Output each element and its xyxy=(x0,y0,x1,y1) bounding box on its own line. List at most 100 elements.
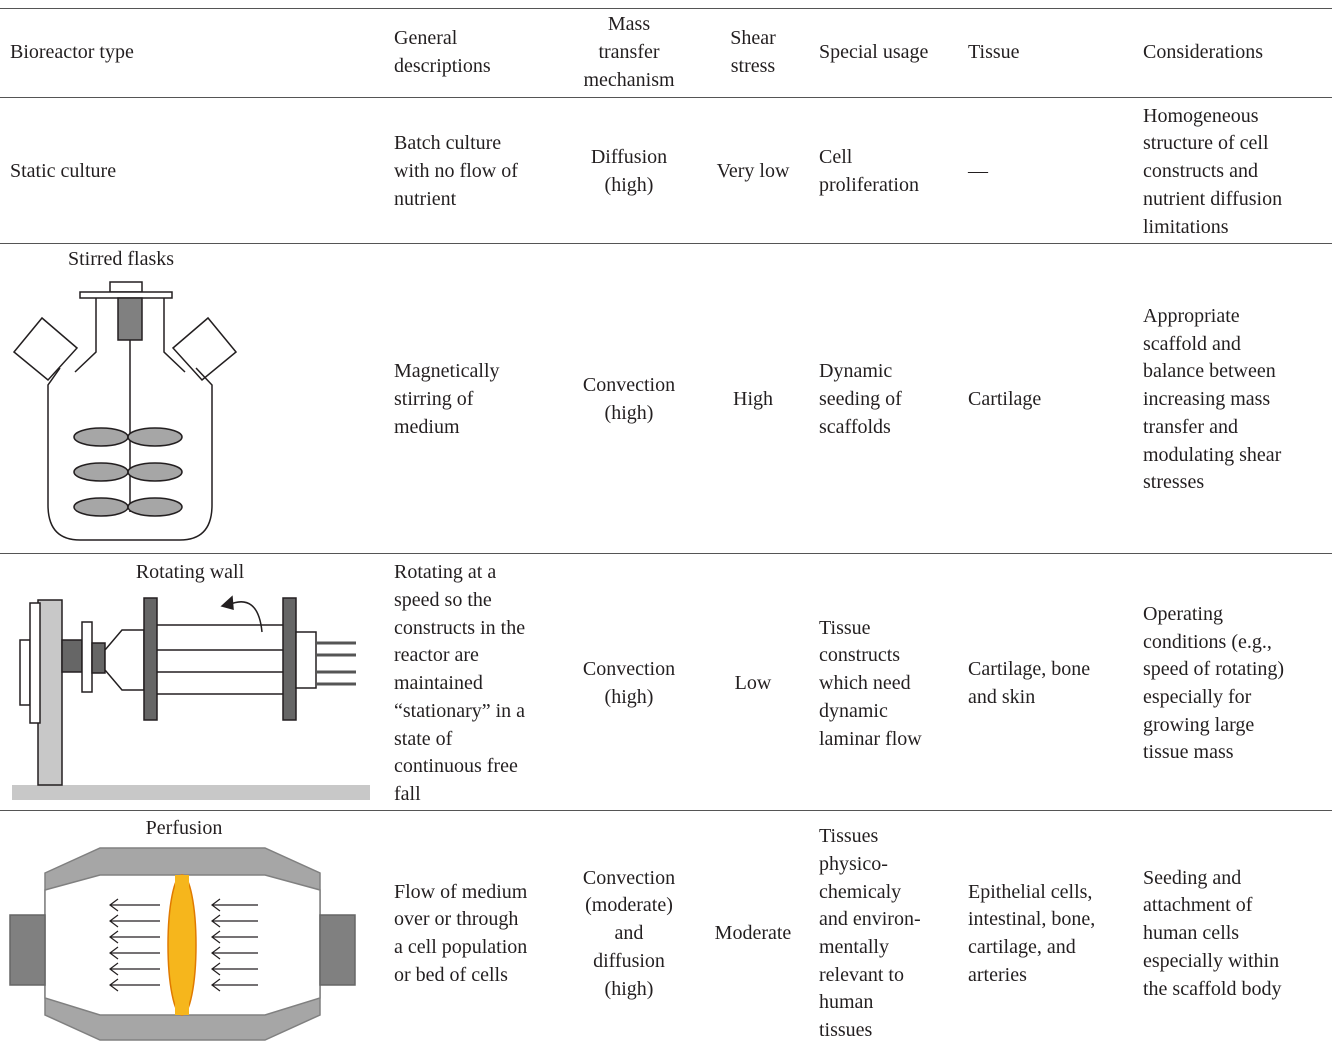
table-cell: Tissues xyxy=(819,825,879,848)
table-cell: Appropriate xyxy=(1143,305,1240,328)
header-cell: Special usage xyxy=(819,41,929,64)
stirred-flask-diagram xyxy=(12,281,238,541)
table-cell: Very low xyxy=(716,160,790,183)
table-cell: and skin xyxy=(968,686,1036,708)
header-cell: Mass xyxy=(607,13,651,36)
table-cell: and xyxy=(614,922,644,945)
table-cell: growing large xyxy=(1143,713,1255,736)
table-cell: Epithelial cells, xyxy=(968,880,1093,903)
table-cell: which need xyxy=(819,672,911,695)
table-cell: (high) xyxy=(604,402,654,424)
table-cell: increasing mass xyxy=(1143,388,1271,411)
rule xyxy=(0,8,1332,9)
table-cell: Diffusion xyxy=(590,146,668,169)
table-cell: nutrient xyxy=(394,187,457,210)
table-cell: Low xyxy=(734,672,772,695)
table-cell: mentally xyxy=(819,936,889,958)
table-cell: conditions (e.g., xyxy=(1143,630,1272,653)
table-cell: constructs xyxy=(819,644,901,667)
table-cell: Convection xyxy=(582,866,676,889)
table-cell: continuous free xyxy=(394,755,518,778)
table-cell: balance between xyxy=(1143,360,1276,383)
rotating-wall-diagram xyxy=(12,595,370,800)
table-cell: over or through xyxy=(394,908,519,931)
table-cell: Magnetically xyxy=(394,360,500,383)
diagrams xyxy=(9,281,370,1041)
diagram-caption: Perfusion xyxy=(145,817,223,840)
table-cell: arteries xyxy=(968,963,1027,986)
table-cell: human cells xyxy=(1143,922,1240,945)
table-cell: physico- xyxy=(819,852,888,875)
table-cell: laminar flow xyxy=(819,727,922,750)
table-cell: especially within xyxy=(1143,949,1280,972)
header-cell: Considerations xyxy=(1143,41,1263,64)
table-cell: seeding of xyxy=(819,388,902,411)
table-cell: Static culture xyxy=(10,160,117,183)
table-cell: constructs in the xyxy=(394,616,526,639)
rule xyxy=(0,810,1332,811)
table-cell: cartilage, and xyxy=(968,936,1076,958)
table-cell: scaffold and xyxy=(1143,332,1241,355)
table-cell: scaffolds xyxy=(819,415,891,438)
table-cell: attachment of xyxy=(1143,894,1253,917)
table-cell: High xyxy=(733,388,773,411)
diagram-caption: Rotating wall xyxy=(135,561,245,584)
table-cell: (moderate) xyxy=(585,894,673,917)
table-cell: and environ- xyxy=(819,908,921,931)
table-cell: stresses xyxy=(1143,471,1205,494)
header-cell: Bioreactor type xyxy=(10,41,134,64)
table-cell: transfer and xyxy=(1143,415,1238,438)
table-cell: Moderate xyxy=(714,922,792,945)
header-cell: Tissue xyxy=(968,41,1020,64)
table-cell: chemicaly xyxy=(819,880,902,903)
table-cell: stirring of xyxy=(394,388,474,411)
header-cell: stress xyxy=(730,55,776,77)
table-cell: with no flow of xyxy=(394,160,518,183)
table-cell: state of xyxy=(394,727,453,750)
perfusion-diagram xyxy=(9,847,356,1041)
header-cell: descriptions xyxy=(394,55,491,77)
table-cell: maintained xyxy=(394,672,483,695)
table-cell: Dynamic xyxy=(819,360,893,383)
rule xyxy=(0,97,1332,98)
table-cell: proliferation xyxy=(819,174,919,196)
table-cell: tissues xyxy=(819,1019,873,1042)
table-cell: nutrient diffusion xyxy=(1143,187,1283,210)
header-cell: Shear xyxy=(730,27,776,50)
table-cell: Seeding and xyxy=(1143,866,1242,889)
table-cell: Tissue xyxy=(819,616,871,639)
table-cell: speed so the xyxy=(394,589,492,612)
table-cell: Homogeneous xyxy=(1143,104,1259,127)
table-cell: structure of cell xyxy=(1143,132,1269,155)
table-cell: the scaffold body xyxy=(1143,977,1282,1000)
header-cell: transfer xyxy=(598,41,660,64)
table-cell: speed of rotating) xyxy=(1143,658,1285,681)
table-cell: relevant to xyxy=(819,963,904,986)
table-cell: limitations xyxy=(1143,215,1229,238)
table-cell: especially for xyxy=(1143,686,1252,708)
rule xyxy=(0,553,1332,554)
table-cell: intestinal, bone, xyxy=(968,908,1096,931)
diagram-caption: Stirred flasks xyxy=(67,248,175,271)
table-cell: Cartilage, bone xyxy=(968,658,1091,681)
table-cell: a cell population xyxy=(394,936,528,958)
table-cell: Rotating at a xyxy=(394,561,497,584)
table-cell: Flow of medium xyxy=(394,880,528,903)
table-cell: Batch culture xyxy=(394,132,502,155)
table-cell: Cartilage xyxy=(968,388,1042,411)
rule xyxy=(0,243,1332,244)
table-cell: (high) xyxy=(604,977,654,1000)
table-cell: Operating xyxy=(1143,602,1223,625)
table-cell: constructs and xyxy=(1143,160,1258,183)
table-cell: Convection xyxy=(582,658,676,681)
table-cell: diffusion xyxy=(593,949,665,972)
table-cell: “stationary” in a xyxy=(394,699,526,722)
table-cell: dynamic xyxy=(819,699,888,722)
header-cell: General xyxy=(394,27,458,50)
table-cell: tissue mass xyxy=(1143,741,1234,764)
table-cell: or bed of cells xyxy=(394,963,508,986)
table-cell: Cell xyxy=(819,146,853,169)
table-cell: modulating shear xyxy=(1143,443,1282,466)
table-cell: medium xyxy=(394,415,460,438)
table-cell: reactor are xyxy=(394,644,479,667)
